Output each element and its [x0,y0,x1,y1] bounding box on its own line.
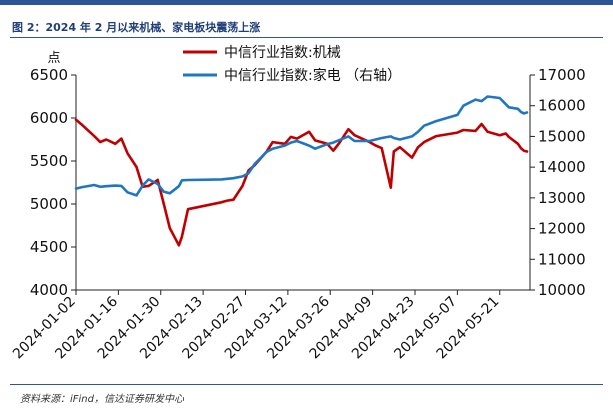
y-right-tick-label: 10000 [538,281,586,299]
y-right-tick-label: 15000 [538,127,586,145]
chart-series-layer [74,95,529,247]
legend-label-appliance: 中信行业指数:家电 （右轴） [224,67,401,84]
y-right-tick-label: 16000 [538,97,586,115]
title-divider [10,37,603,38]
y-right-tick-label: 13000 [538,189,586,207]
source-note: 资料来源：iFind，信达证券研发中心 [20,394,184,405]
y-left-tick-label: 6500 [30,66,68,84]
legend-label-machinery: 中信行业指数:机械 [224,45,341,61]
figure-title: 图 2：2024 年 2 月以来机械、家电板块震荡上涨 [12,21,261,34]
y-right-tick-label: 11000 [538,250,586,268]
source-divider [10,384,603,385]
series-line-machinery [74,118,529,247]
y-left-tick-label: 4000 [30,281,68,299]
y-left-tick-label: 5500 [30,152,68,170]
header-accent-bar [0,0,613,5]
y-right-tick-label: 14000 [538,158,586,176]
y-left-tick-label: 4500 [30,238,68,256]
y-right-tick-label: 17000 [538,66,586,84]
y-right-tick-label: 12000 [538,220,586,238]
y-left-unit-label: 点 [47,51,60,66]
series-line-appliance [74,95,529,197]
y-left-tick-label: 6000 [30,109,68,127]
y-left-tick-label: 5000 [30,195,68,213]
